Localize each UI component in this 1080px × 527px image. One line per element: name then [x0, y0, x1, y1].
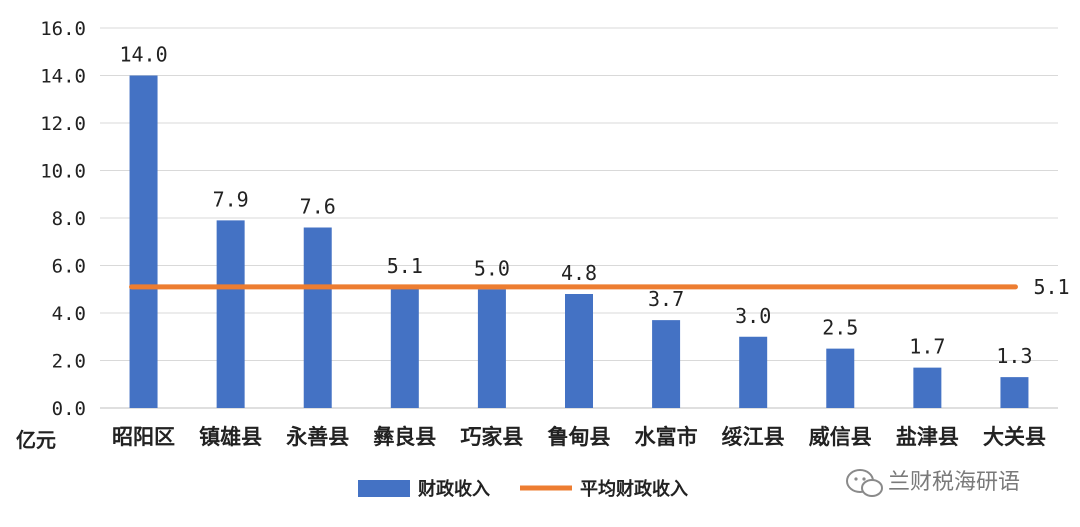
bar-data-label: 1.3 — [996, 344, 1032, 368]
bar-data-label: 4.8 — [561, 261, 597, 285]
x-category-label: 镇雄县 — [199, 424, 262, 449]
y-axis-unit-label: 亿元 — [16, 428, 56, 452]
bar — [303, 227, 332, 408]
bar — [652, 320, 681, 408]
y-tick-label: 14.0 — [40, 66, 86, 88]
x-category-label: 绥江县 — [722, 424, 785, 449]
bar-series — [129, 75, 1029, 408]
x-category-label: 彝良县 — [373, 424, 436, 449]
x-category-label: 巧家县 — [460, 424, 523, 449]
watermark: 兰财税海研语 — [846, 469, 1020, 497]
y-tick-label: 2.0 — [52, 351, 86, 373]
average-line-series: 5.1 — [129, 275, 1070, 299]
y-tick-label: 0.0 — [52, 398, 86, 420]
x-axis-categories: 昭阳区 镇雄县 永善县 彝良县 巧家县 鲁甸县 水富市 绥江县 威信县 盐津县 大关县 — [112, 424, 1046, 449]
x-category-label: 鲁甸县 — [548, 424, 611, 449]
watermark-text: 兰财税海研语 — [888, 470, 1020, 495]
bar-data-label: 2.5 — [822, 316, 858, 340]
bar-data-labels: 14.0 7.9 7.6 5.1 5.0 4.8 3.7 3.0 2.5 1.7 1.3 — [119, 43, 1032, 369]
y-tick-label: 16.0 — [40, 18, 86, 40]
bar — [826, 348, 855, 408]
bar-data-label: 14.0 — [119, 43, 167, 67]
legend-line-label: 平均财政收入 — [580, 478, 688, 500]
y-tick-label: 12.0 — [40, 113, 86, 135]
y-tick-label: 10.0 — [40, 161, 86, 183]
x-category-label: 盐津县 — [896, 424, 959, 449]
bar-data-label: 7.6 — [300, 195, 336, 219]
bar — [565, 294, 593, 408]
bar — [390, 286, 419, 408]
bar-data-label: 1.7 — [909, 335, 945, 359]
bar — [477, 289, 506, 408]
bar-data-label: 7.9 — [213, 187, 249, 211]
wechat-icon — [846, 469, 883, 497]
grid-lines — [100, 27, 1058, 409]
legend-bar-swatch — [358, 480, 410, 497]
bar — [216, 220, 245, 408]
bar-data-label: 5.1 — [387, 254, 423, 278]
bar — [739, 336, 768, 408]
x-category-label: 永善县 — [285, 424, 349, 449]
y-tick-label: 4.0 — [52, 303, 86, 325]
legend: 财政收入 平均财政收入 — [358, 478, 688, 500]
x-category-label: 水富市 — [635, 424, 698, 449]
bar-data-label: 3.0 — [735, 304, 771, 328]
legend-bar-label: 财政收入 — [418, 478, 490, 500]
bar-data-label: 3.7 — [648, 287, 684, 311]
x-category-label: 大关县 — [983, 424, 1046, 449]
bar — [129, 75, 158, 408]
y-axis-ticks: 0.0 2.0 4.0 6.0 8.0 10.0 12.0 14.0 16.0 — [40, 18, 86, 420]
bar — [1000, 377, 1029, 408]
x-category-label: 威信县 — [809, 424, 872, 449]
average-line-data-label: 5.1 — [1033, 275, 1069, 299]
x-category-label: 昭阳区 — [112, 424, 175, 449]
bar-data-label: 5.0 — [474, 256, 510, 280]
y-tick-label: 8.0 — [52, 208, 86, 230]
bar — [913, 367, 942, 408]
y-tick-label: 6.0 — [52, 256, 86, 278]
